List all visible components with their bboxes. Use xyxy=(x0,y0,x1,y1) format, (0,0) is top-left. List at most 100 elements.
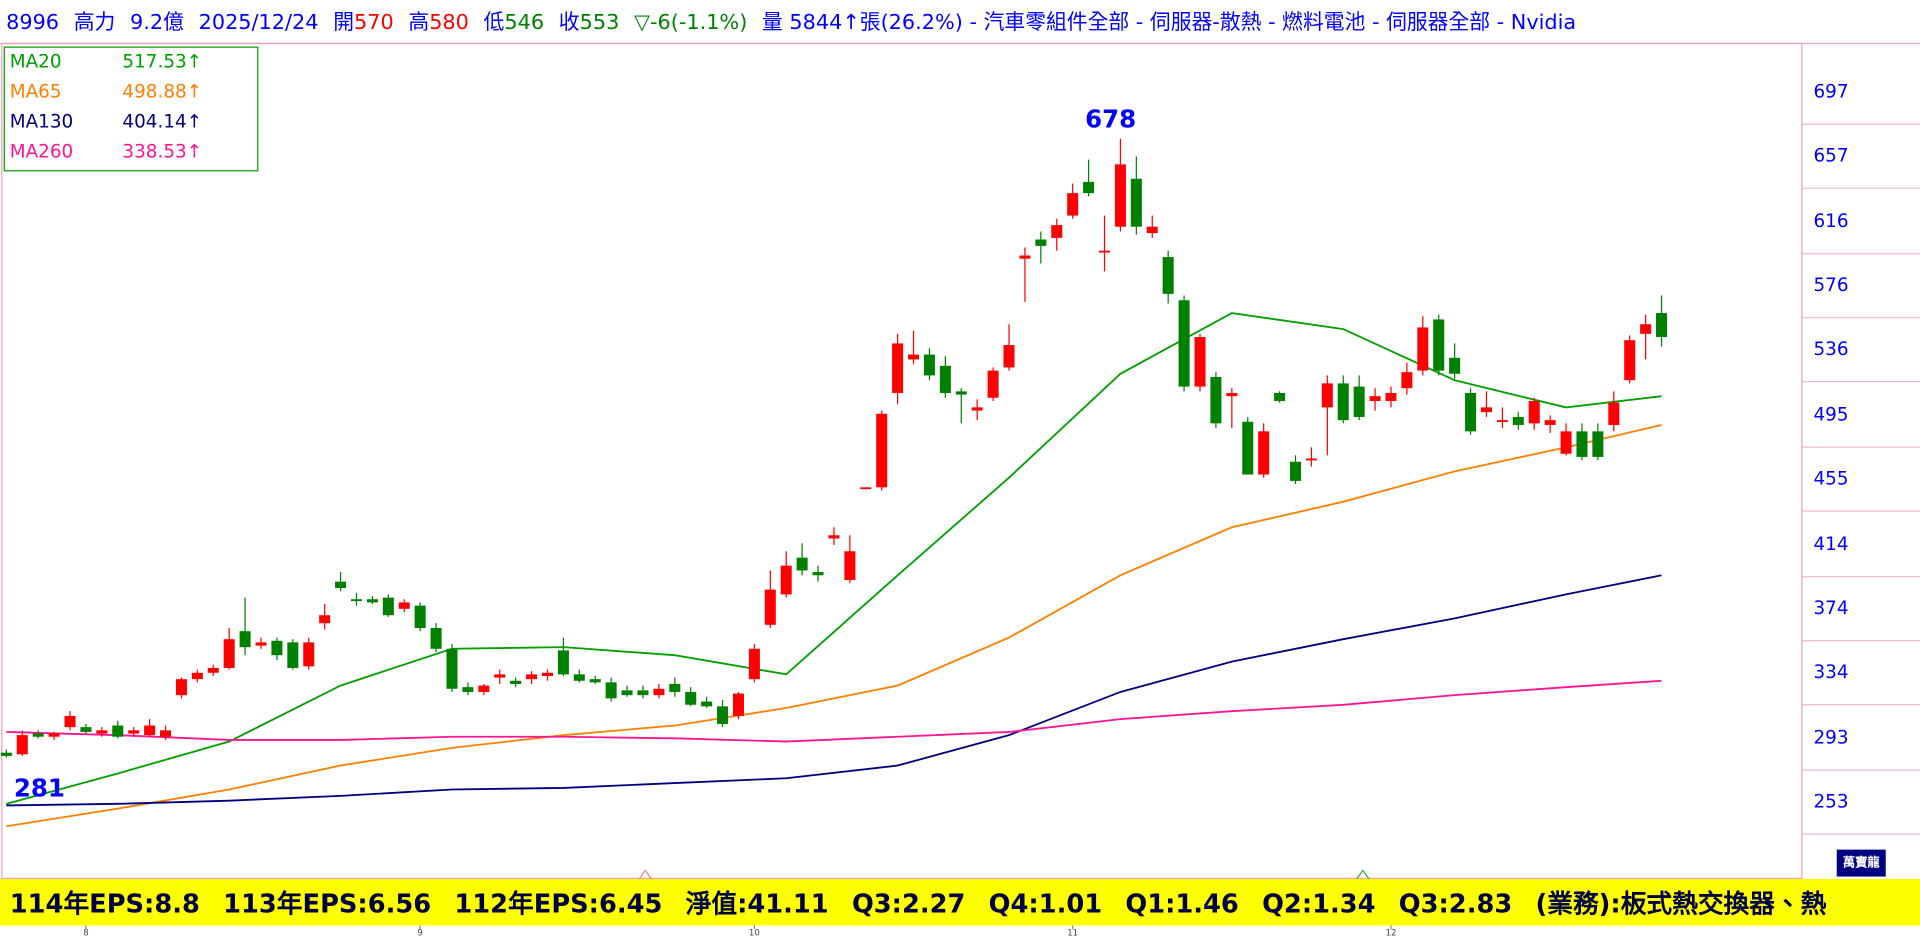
moving-averages xyxy=(6,312,1662,828)
candle-body xyxy=(398,602,410,609)
footer-item: 114年EPS:8.8 xyxy=(10,888,200,919)
header-label: 低 xyxy=(484,10,505,34)
candle-body xyxy=(1433,319,1445,371)
period-marker xyxy=(638,869,652,880)
candle-body xyxy=(1624,340,1636,381)
candle-body xyxy=(892,343,904,393)
candle-body xyxy=(876,413,888,488)
y-tick-label: 253 xyxy=(1813,791,1848,812)
low-annotation: 281 xyxy=(14,773,65,802)
footer-item: (業務):板式熱交換器、熱 xyxy=(1536,888,1827,919)
candle-body xyxy=(1003,345,1015,368)
candle-body xyxy=(207,667,219,673)
candle-body xyxy=(1289,461,1302,481)
header-item: 高力 xyxy=(74,10,116,34)
footer-text: 114年EPS:8.8 113年EPS:6.56 112年EPS:6.45 淨值:41… xyxy=(10,888,1827,919)
candle-body xyxy=(271,640,283,656)
header-value: 570 xyxy=(354,10,394,34)
candle-body xyxy=(780,565,792,595)
candle-body xyxy=(923,354,935,376)
candle-body xyxy=(1512,416,1524,425)
candle-body xyxy=(1337,383,1349,421)
candle-body xyxy=(955,391,967,395)
y-tick-label: 657 xyxy=(1813,145,1848,166)
candle-body xyxy=(1210,376,1222,424)
candle-body xyxy=(685,691,697,705)
legend-name: MA20 xyxy=(10,51,62,72)
candle-body xyxy=(589,679,601,683)
x-tick-label: 12 xyxy=(1386,928,1397,938)
candle-body xyxy=(223,639,235,668)
candle-body xyxy=(573,674,585,681)
candle-body xyxy=(128,730,140,734)
ma-line xyxy=(6,312,1662,805)
candle-body xyxy=(478,685,490,692)
footer-item: 112年EPS:6.45 xyxy=(454,888,662,919)
candle-body xyxy=(621,690,633,696)
candle-body xyxy=(526,674,538,680)
candle-body xyxy=(987,370,999,398)
candle-body xyxy=(1035,239,1047,246)
candle-body xyxy=(1083,181,1095,194)
candle-body xyxy=(1226,392,1238,397)
candle-body xyxy=(844,551,856,581)
footer-bar xyxy=(0,879,1920,926)
candle-body xyxy=(1098,250,1111,253)
candle-body xyxy=(1560,431,1572,454)
candle-body xyxy=(828,535,840,539)
footer-item: 113年EPS:6.56 xyxy=(223,888,431,919)
candle-body xyxy=(1178,300,1190,387)
y-tick-label: 576 xyxy=(1813,275,1848,296)
candle-body xyxy=(1067,193,1079,216)
candle-body xyxy=(669,683,681,692)
candle-body xyxy=(80,727,92,732)
candle-body xyxy=(16,735,28,755)
candle-body xyxy=(653,688,665,696)
candle-body xyxy=(1194,337,1206,387)
candle-body xyxy=(446,648,458,689)
y-tick-label: 697 xyxy=(1813,81,1848,102)
candle-body xyxy=(1480,407,1492,413)
x-tick-label: 9 xyxy=(417,928,422,938)
candle-body xyxy=(319,615,331,624)
legend-value: 517.53↑ xyxy=(122,51,202,72)
header-label: 收 xyxy=(559,10,580,34)
candle-body xyxy=(1640,324,1652,334)
candle-body xyxy=(1130,178,1142,227)
candle-body xyxy=(287,642,299,668)
footer-item: Q4:1.01 xyxy=(989,889,1102,919)
candle-body xyxy=(1608,402,1620,425)
candle-body xyxy=(32,733,44,737)
candle-body xyxy=(494,674,506,678)
period-marker xyxy=(1356,869,1370,880)
candle-body xyxy=(255,642,267,646)
candle-body xyxy=(1449,357,1461,374)
x-tick-label: 11 xyxy=(1067,928,1078,938)
candle-body xyxy=(1146,226,1158,234)
candle-body xyxy=(430,628,442,649)
candle-body xyxy=(1114,164,1126,227)
y-tick-label: 293 xyxy=(1813,727,1848,748)
candle-body xyxy=(1576,431,1588,457)
candle-body xyxy=(1162,257,1174,294)
candle-body xyxy=(1592,431,1604,457)
header-value: 546 xyxy=(504,10,544,34)
candle-body xyxy=(335,581,347,589)
footer-item: Q1:1.46 xyxy=(1125,889,1238,919)
legend-box xyxy=(3,46,259,172)
header-label: 開 xyxy=(333,10,354,34)
ma-line xyxy=(6,574,1662,807)
candle-body xyxy=(1496,420,1508,422)
grid: 697 657 616 576 536 495 455 414 374 334 293 253 8 9 10… xyxy=(83,81,1920,938)
candle-body xyxy=(510,680,522,684)
candle-body xyxy=(1305,458,1317,461)
candle-body xyxy=(1401,372,1413,389)
ma-line xyxy=(6,679,1662,743)
candle-body xyxy=(96,730,108,734)
footer-item: Q2:1.34 xyxy=(1262,889,1375,919)
legend-name: MA260 xyxy=(10,141,73,162)
candle-body xyxy=(48,733,60,737)
candle-body xyxy=(557,650,569,675)
